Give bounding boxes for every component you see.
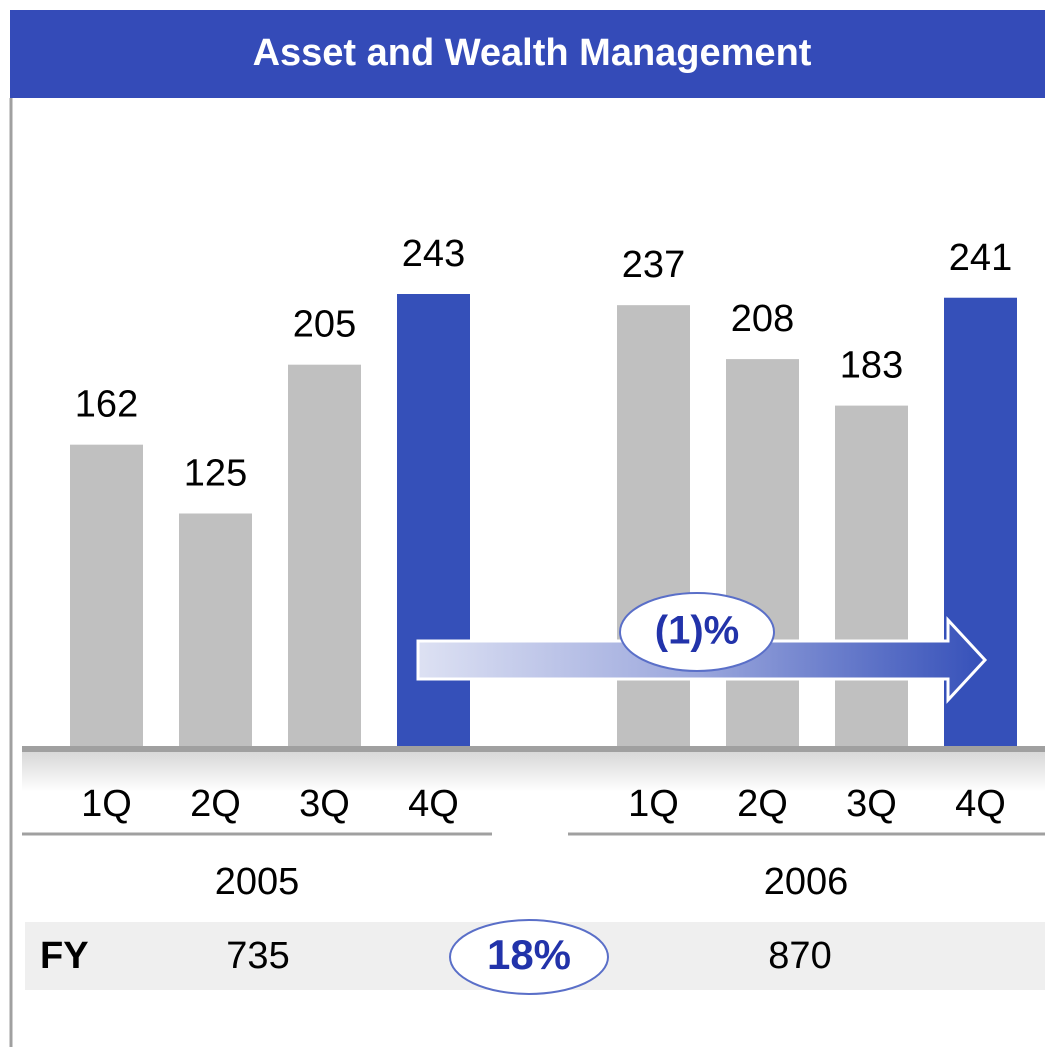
- value-label: 125: [184, 453, 247, 495]
- axis-band: [22, 752, 1045, 792]
- bar: [835, 405, 908, 746]
- value-label: 243: [402, 233, 465, 275]
- x-tick-label: 3Q: [299, 783, 350, 825]
- change-bubble: [619, 592, 775, 672]
- header-bar: [10, 10, 1045, 98]
- x-tick-label: 3Q: [846, 783, 897, 825]
- x-tick-label: 1Q: [81, 783, 132, 825]
- value-label: 183: [840, 345, 903, 387]
- x-tick-label: 2Q: [737, 783, 788, 825]
- fy-label: FY: [40, 935, 89, 977]
- bar: [726, 359, 799, 746]
- fy-change: 18%: [487, 931, 571, 978]
- change-label: (1)%: [655, 609, 739, 653]
- x-tick-label: 4Q: [408, 783, 459, 825]
- value-label: 237: [622, 244, 685, 286]
- bar: [288, 364, 361, 746]
- value-label: 162: [75, 384, 138, 426]
- x-tick-label: 4Q: [955, 783, 1006, 825]
- x-tick-label: 2Q: [190, 783, 241, 825]
- x-tick-label: 1Q: [628, 783, 679, 825]
- value-label: 208: [731, 298, 794, 340]
- group-label: 2006: [764, 861, 849, 903]
- chart-title: Asset and Wealth Management: [253, 32, 812, 74]
- fy-value: 870: [768, 935, 831, 977]
- bar: [179, 513, 252, 746]
- value-label: 241: [949, 237, 1012, 279]
- fy-value: 735: [226, 935, 289, 977]
- value-label: 205: [293, 304, 356, 346]
- fy-change-bubble: [449, 919, 609, 995]
- bar: [70, 444, 143, 746]
- group-label: 2005: [215, 861, 300, 903]
